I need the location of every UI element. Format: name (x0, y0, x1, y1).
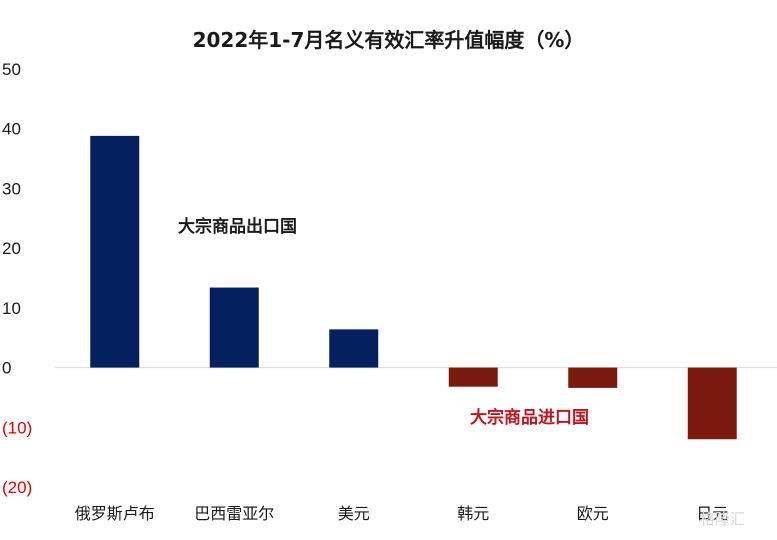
y-tick-label: 20 (2, 239, 21, 258)
watermark-logo: 格隆汇 (700, 510, 746, 528)
y-tick-label: 30 (2, 179, 21, 198)
bar (687, 367, 737, 440)
chart-title: 2022年1-7月名义有效汇率升值幅度（%） (192, 28, 585, 52)
bar (448, 367, 498, 387)
x-category-label: 俄罗斯卢布 (75, 504, 155, 523)
category-labels: 俄罗斯卢布 巴西雷亚尔 美元 韩元 欧元 日元 (75, 504, 729, 523)
bar (568, 367, 618, 388)
annotation-importers: 大宗商品进口国 (470, 407, 589, 428)
x-category-label: 欧元 (577, 504, 609, 523)
bar (90, 135, 140, 368)
y-tick-label: (10) (2, 418, 32, 437)
annotation-exporters: 大宗商品出口国 (178, 216, 297, 237)
y-tick-label: (20) (2, 478, 32, 497)
x-category-label: 美元 (338, 504, 370, 523)
y-tick-label: 40 (2, 120, 21, 139)
bar (209, 287, 259, 368)
x-category-label: 巴西雷亚尔 (194, 504, 274, 523)
x-category-label: 韩元 (457, 504, 489, 523)
y-tick-label: 10 (2, 299, 21, 318)
x-category-label: 日元 (696, 504, 728, 523)
y-tick-label: 0 (2, 359, 11, 378)
y-tick-label: 50 (2, 60, 21, 79)
bar (329, 329, 379, 368)
y-axis-ticks: 50 40 30 20 10 0 (10) (20) (2, 60, 32, 497)
bars (90, 135, 737, 440)
